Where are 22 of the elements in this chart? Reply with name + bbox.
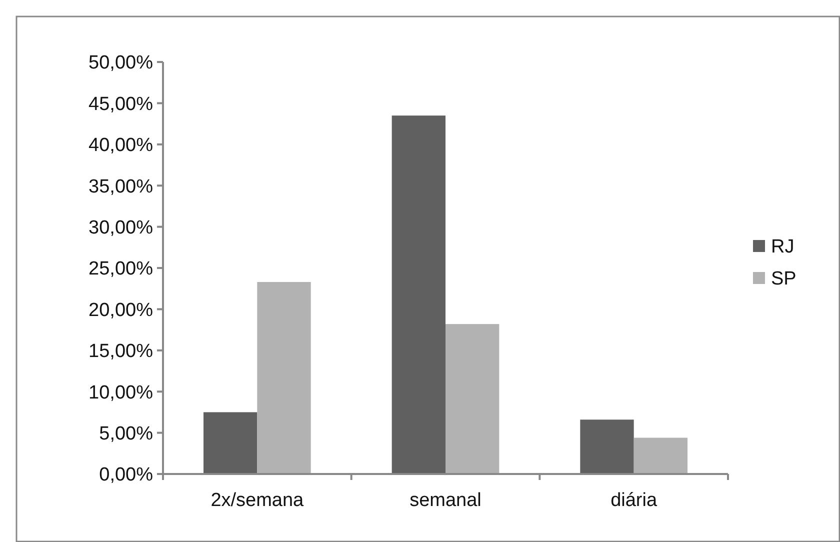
y-tick-label: 20,00% <box>88 300 154 321</box>
x-tick-label: semanal <box>410 490 482 511</box>
bar <box>257 282 311 474</box>
y-tick-label: 45,00% <box>88 94 154 115</box>
x-tick-label: 2x/semana <box>210 490 304 511</box>
y-tick-label: 10,00% <box>88 382 154 404</box>
legend-label: RJ <box>771 236 794 258</box>
y-tick-label: 25,00% <box>88 258 154 280</box>
bar <box>634 438 688 474</box>
y-tick-label: 50,00% <box>88 52 154 74</box>
bar <box>203 412 258 474</box>
y-tick-label: 5,00% <box>99 423 154 444</box>
bar <box>392 116 446 474</box>
legend-label: SP <box>771 268 796 290</box>
y-tick-label: 40,00% <box>88 135 154 156</box>
bar <box>446 324 500 474</box>
y-tick-label: 15,00% <box>88 341 154 362</box>
y-tick-label: 0,00% <box>99 464 154 486</box>
bar <box>580 420 634 474</box>
y-tick-label: 30,00% <box>88 217 154 238</box>
x-tick-label: diária <box>610 490 658 511</box>
y-tick-label: 35,00% <box>88 176 154 198</box>
